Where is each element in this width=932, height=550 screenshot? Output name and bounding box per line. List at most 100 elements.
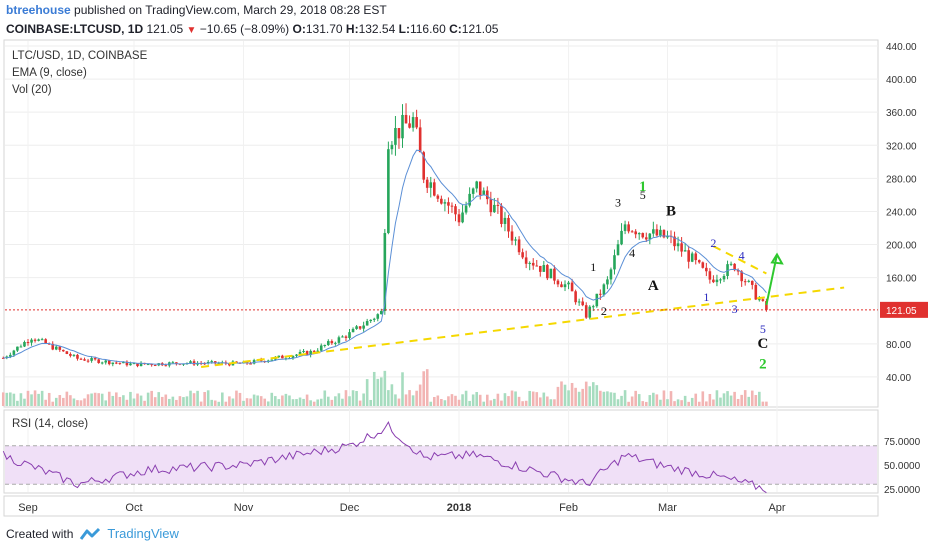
candle-body <box>351 328 355 333</box>
candle-body <box>570 282 574 292</box>
volume-bar <box>620 395 623 406</box>
candle-body <box>655 229 659 236</box>
volume-bar <box>468 400 471 406</box>
candle <box>447 197 450 214</box>
volume-bar <box>609 392 613 406</box>
candle-body <box>298 351 302 355</box>
candle-body <box>719 279 722 281</box>
volume-bar <box>659 399 662 406</box>
candle-body <box>464 205 468 213</box>
volume-bar <box>69 395 72 406</box>
symbol-quote-bar: COINBASE:LTCUSD, 1D 121.05 ▼ −10.65 (−8.… <box>6 21 498 37</box>
candle <box>411 112 415 132</box>
candle <box>489 191 493 217</box>
volume-bar <box>16 400 19 406</box>
candle <box>577 298 581 306</box>
volume-bar <box>312 401 316 406</box>
trendline <box>200 286 845 368</box>
candle-body <box>606 279 609 285</box>
volume-bar <box>553 399 556 406</box>
candle <box>673 231 676 251</box>
candle <box>627 221 630 234</box>
volume-bar <box>1 392 5 406</box>
volume-bar <box>376 378 380 406</box>
candle <box>475 180 478 193</box>
volume-bar <box>90 393 93 406</box>
legend-volume: Vol (20) <box>12 84 52 96</box>
candle <box>305 350 309 356</box>
volume-bar <box>302 398 305 406</box>
volume-bar <box>397 398 401 406</box>
volume-bar <box>305 394 309 406</box>
candle <box>740 270 743 287</box>
candle-body <box>164 365 168 367</box>
price-tick-label: 360.00 <box>886 108 917 119</box>
candle-body <box>609 269 613 280</box>
candle-body <box>51 343 55 350</box>
tradingview-brand-link[interactable]: TradingView <box>107 526 179 541</box>
volume-bar <box>567 390 570 406</box>
candle <box>623 220 627 235</box>
candle-body <box>705 267 708 272</box>
volume-bar <box>249 398 252 406</box>
price-tick-label: 200.00 <box>886 241 917 252</box>
candle <box>281 354 284 359</box>
candle-body <box>1 357 5 359</box>
volume-bar <box>351 390 355 406</box>
candle-body <box>125 361 129 366</box>
wave-label: 2 <box>601 304 607 318</box>
candle <box>171 360 175 364</box>
volume-bar <box>765 401 768 406</box>
candle-body <box>493 204 496 213</box>
candle <box>606 276 609 290</box>
candle-body <box>422 152 425 180</box>
candle-body <box>461 212 464 223</box>
candle-body <box>740 271 743 282</box>
candle <box>40 337 44 341</box>
volume-bar <box>295 399 298 406</box>
volume-bar <box>531 391 535 406</box>
price-pane <box>3 39 879 408</box>
candle-body <box>697 260 701 263</box>
volume-bar <box>637 394 641 406</box>
volume-bar <box>23 398 26 406</box>
volume-bar <box>79 400 83 406</box>
price-tick-label: 80.00 <box>886 340 911 351</box>
candle-body <box>277 355 281 358</box>
candle-body <box>712 279 715 283</box>
price-change: −10.65 (−8.09%) <box>199 22 290 36</box>
volume-bar <box>54 397 58 406</box>
volume-bar <box>224 401 228 406</box>
candle-body <box>44 339 47 344</box>
volume-bar <box>687 401 690 406</box>
volume-bar <box>584 381 588 406</box>
volume-bar <box>581 388 584 406</box>
candle-body <box>630 231 634 233</box>
price-chart[interactable]: 440.00400.00360.00320.00280.00240.00200.… <box>0 38 932 522</box>
volume-bar <box>750 390 754 406</box>
candle-body <box>252 360 256 364</box>
volume-bar <box>44 399 47 406</box>
candle-body <box>58 346 62 350</box>
volume-bar <box>387 390 390 406</box>
volume-bar <box>164 394 168 406</box>
volume-bar <box>683 395 687 406</box>
author-link[interactable]: btreehouse <box>6 3 71 17</box>
volume-bar <box>125 399 129 406</box>
candle <box>563 280 567 292</box>
candle <box>726 260 729 280</box>
volume-bar <box>457 399 461 406</box>
candle <box>341 335 344 338</box>
time-tick-label: Oct <box>125 502 142 514</box>
rsi-tick-label: 75.0000 <box>884 437 921 448</box>
volume-bar <box>690 397 694 406</box>
volume-bar <box>146 392 150 406</box>
volume-bar <box>168 398 171 406</box>
candle <box>376 313 380 322</box>
candle-body <box>447 202 450 206</box>
candle <box>65 351 69 355</box>
volume-bar <box>676 399 680 406</box>
candle <box>319 343 323 352</box>
volume-bar <box>277 399 281 406</box>
candle-body <box>553 268 556 281</box>
